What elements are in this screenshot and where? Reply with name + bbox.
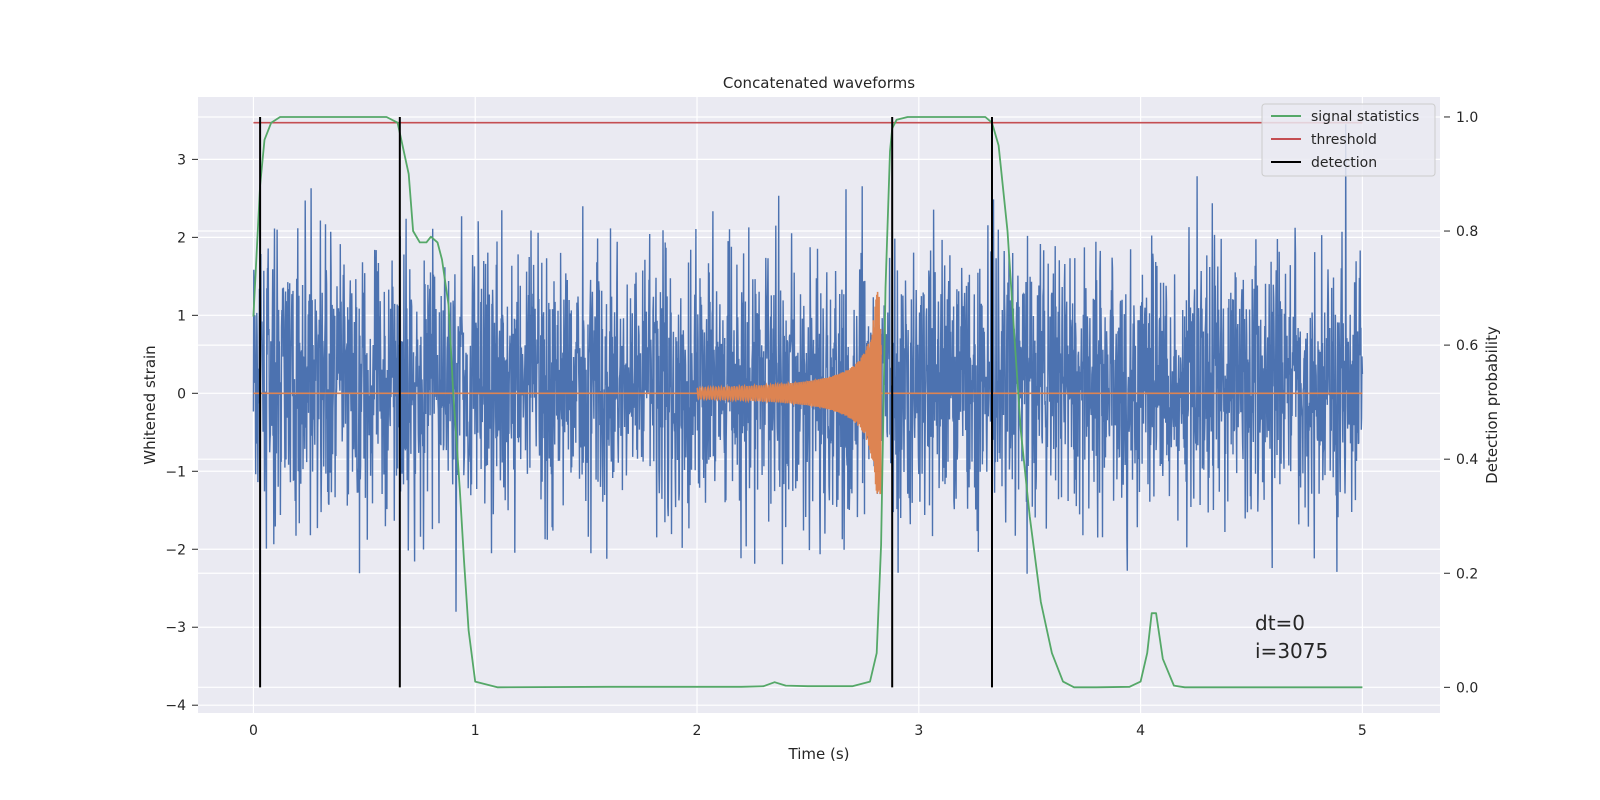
y2-tick-label: 0.2 bbox=[1456, 566, 1478, 582]
strain-noise-line bbox=[252, 124, 1364, 612]
x-tick-label: 3 bbox=[914, 723, 923, 739]
legend-label-detection: detection bbox=[1311, 155, 1377, 171]
legend-label-threshold: threshold bbox=[1311, 132, 1377, 148]
y-tick-label: −4 bbox=[165, 698, 186, 714]
annotation-i: i=3075 bbox=[1255, 639, 1328, 663]
axes-ticks: 0 1 2 3 4 5 −4 −3 −2 −1 0 1 2 3 0.0 0.2 0.4 0.6 0.8 1.0 bbox=[165, 110, 1478, 739]
y2-tick-label: 0.4 bbox=[1456, 452, 1478, 468]
x-axis-label: Time (s) bbox=[788, 745, 850, 763]
y2-tick-label: 1.0 bbox=[1456, 110, 1478, 126]
chart-title: Concatenated waveforms bbox=[723, 74, 915, 92]
plot-area bbox=[252, 116, 1364, 689]
y-tick-label: −2 bbox=[165, 542, 186, 558]
x-tick-label: 1 bbox=[471, 723, 480, 739]
y-tick-label: 1 bbox=[177, 308, 186, 324]
legend-box bbox=[1261, 103, 1436, 177]
legend-label-signal-statistics: signal statistics bbox=[1311, 109, 1419, 125]
y2-tick-label: 0.6 bbox=[1456, 338, 1478, 354]
y2-tick-label: 0.8 bbox=[1456, 224, 1478, 240]
y-tick-label: −3 bbox=[165, 620, 186, 636]
x-tick-label: 2 bbox=[693, 723, 702, 739]
x-tick-label: 5 bbox=[1358, 723, 1367, 739]
y2-tick-label: 0.0 bbox=[1456, 680, 1478, 696]
y-tick-label: 0 bbox=[177, 386, 186, 402]
y-tick-label: −1 bbox=[165, 464, 186, 480]
x-tick-label: 0 bbox=[249, 723, 258, 739]
annotation-dt: dt=0 bbox=[1255, 611, 1305, 635]
y-axis-label: Whitened strain bbox=[141, 345, 159, 464]
y-tick-label: 2 bbox=[177, 230, 186, 246]
x-tick-label: 4 bbox=[1136, 723, 1145, 739]
legend: signal statistics threshold detection bbox=[1261, 103, 1436, 177]
injected-waveform-chirp bbox=[696, 291, 882, 495]
y2-axis-label: Detection probability bbox=[1483, 326, 1501, 484]
signal-statistics-line bbox=[252, 116, 1363, 689]
y-tick-label: 3 bbox=[177, 152, 186, 168]
